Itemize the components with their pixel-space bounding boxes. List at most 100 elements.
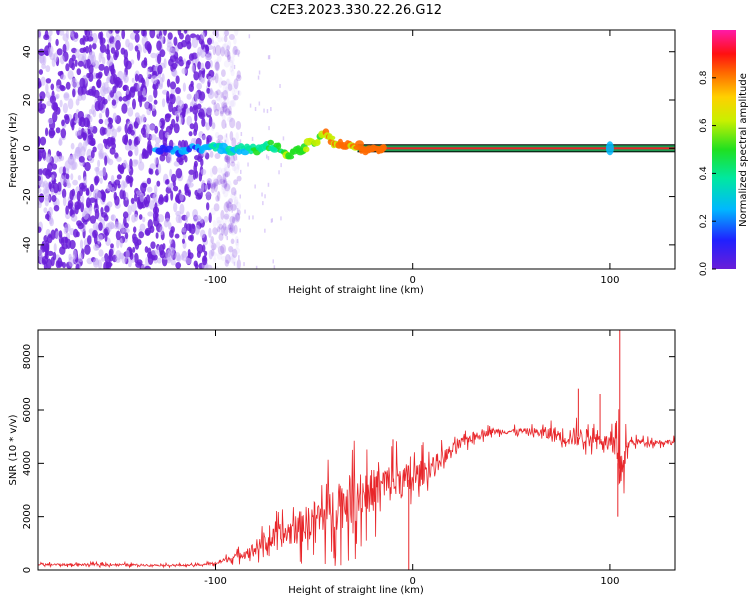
noise-speck	[92, 229, 98, 239]
noise-speck	[208, 116, 213, 127]
noise-speck	[166, 41, 173, 48]
noise-speck	[98, 150, 103, 157]
noise-speck	[83, 176, 88, 186]
noise-speck	[212, 177, 218, 187]
noise-speck	[65, 81, 71, 90]
noise-speck	[48, 206, 53, 217]
noise-speck	[267, 156, 270, 161]
noise-speck	[79, 252, 83, 263]
noise-speck	[66, 182, 72, 189]
noise-speck	[191, 105, 199, 115]
noise-speck	[72, 179, 78, 186]
spectrogram-ytick-label: -40	[22, 237, 33, 253]
noise-speck	[206, 178, 212, 184]
noise-speck	[157, 64, 163, 75]
noise-speck	[146, 68, 151, 78]
noise-speck	[151, 254, 158, 261]
noise-speck	[177, 41, 184, 50]
noise-speck	[229, 59, 234, 68]
noise-speck	[226, 236, 228, 241]
trace-blob	[329, 135, 336, 140]
noise-speck	[59, 55, 65, 65]
noise-speck	[142, 216, 146, 223]
noise-speck	[208, 227, 212, 238]
noise-speck	[39, 54, 46, 65]
noise-speck	[45, 83, 49, 94]
noise-speck	[278, 170, 280, 175]
noise-speck	[200, 168, 207, 176]
noise-speck	[227, 82, 235, 91]
noise-speck	[82, 132, 87, 141]
snr-line	[38, 409, 675, 569]
noise-speck	[209, 89, 213, 96]
noise-speck	[38, 136, 41, 147]
noise-speck	[139, 192, 145, 203]
noise-speck	[216, 216, 222, 224]
noise-speck	[226, 116, 233, 123]
noise-speck	[222, 173, 227, 184]
noise-speck	[183, 58, 186, 64]
noise-speck	[166, 78, 171, 88]
noise-speck	[232, 48, 236, 58]
noise-speck	[127, 175, 134, 184]
noise-speck	[104, 253, 109, 262]
noise-speck	[187, 174, 194, 183]
noise-speck	[200, 62, 205, 71]
noise-speck	[154, 202, 158, 213]
noise-speck	[200, 31, 206, 40]
noise-speck	[55, 127, 61, 134]
spectrogram-xtick-label: 0	[410, 275, 416, 286]
noise-speck	[75, 263, 80, 269]
noise-speck	[271, 218, 273, 223]
noise-speck	[258, 70, 261, 75]
noise-speck	[106, 136, 113, 147]
noise-speck	[188, 223, 192, 234]
noise-speck	[268, 126, 270, 131]
snr-xtick-label: 100	[600, 576, 619, 587]
noise-speck	[167, 32, 173, 40]
noise-speck	[208, 249, 213, 260]
noise-speck	[210, 120, 216, 132]
noise-speck	[234, 30, 239, 36]
noise-speck	[251, 136, 254, 141]
noise-speck	[215, 102, 220, 112]
noise-speck	[62, 196, 67, 207]
noise-speck	[95, 245, 100, 251]
noise-speck	[217, 134, 224, 141]
noise-speck	[111, 128, 117, 139]
noise-speck	[140, 127, 146, 135]
noise-speck	[122, 96, 129, 102]
trace-blob	[236, 148, 243, 155]
noise-speck	[111, 186, 115, 193]
noise-speck	[149, 124, 156, 131]
noise-speck	[135, 261, 142, 268]
noise-speck	[89, 183, 95, 193]
noise-speck	[170, 88, 176, 95]
noise-speck	[205, 60, 211, 70]
noise-speck	[98, 118, 104, 125]
noise-speck	[220, 244, 227, 254]
noise-speck	[236, 239, 239, 243]
noise-speck	[110, 243, 114, 249]
noise-speck	[221, 167, 227, 176]
noise-speck	[38, 249, 43, 258]
noise-speck	[159, 226, 164, 236]
noise-speck	[239, 194, 241, 199]
noise-speck	[187, 249, 191, 257]
noise-speck	[89, 215, 97, 224]
noise-speck	[223, 166, 231, 176]
noise-speck	[109, 35, 115, 45]
noise-speck	[99, 177, 103, 185]
noise-speck	[239, 139, 242, 144]
noise-speck	[38, 69, 44, 75]
noise-speck	[128, 42, 134, 51]
noise-speck	[213, 59, 220, 65]
noise-speck	[134, 121, 139, 129]
noise-speck	[53, 204, 60, 212]
noise-speck	[133, 213, 138, 222]
noise-speck	[212, 165, 218, 175]
noise-speck	[227, 185, 231, 193]
noise-speck	[222, 105, 229, 114]
noise-speck	[150, 241, 156, 249]
noise-speck	[71, 121, 75, 131]
